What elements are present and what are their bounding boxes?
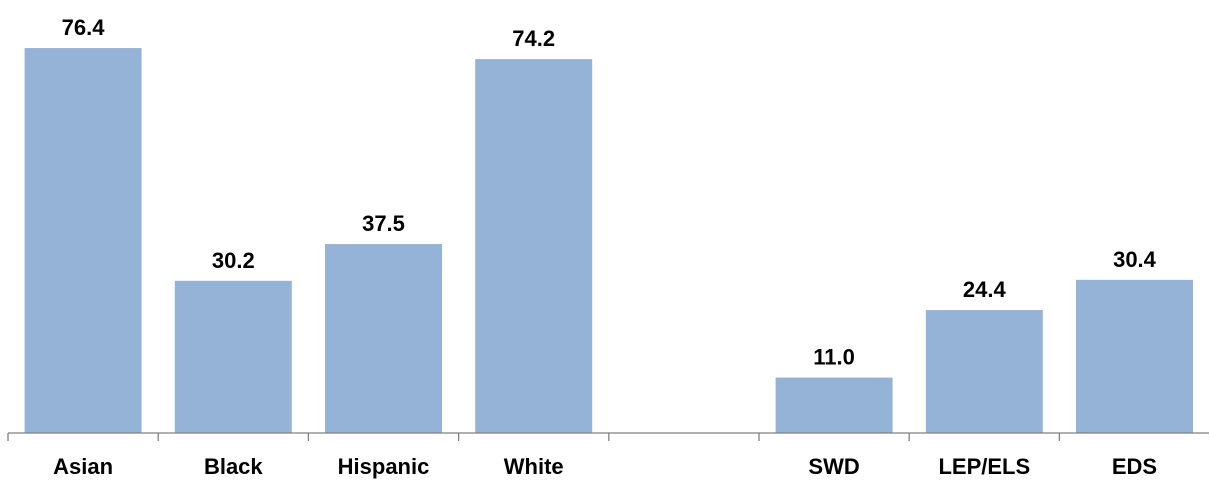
ticks-layer xyxy=(7,433,1209,441)
value-label-eds: 30.4 xyxy=(1113,247,1157,272)
value-label-white: 74.2 xyxy=(512,26,555,51)
value-labels-layer: 76.4 30.2 37.5 74.2 11.0 24.4 30.4 xyxy=(62,15,1157,370)
bar-lep-els xyxy=(925,310,1043,433)
bars-layer xyxy=(24,48,1193,434)
category-label-swd: SWD xyxy=(808,454,859,479)
value-label-asian: 76.4 xyxy=(62,15,106,40)
category-labels-layer: Asian Black Hispanic White SWD LEP/ELS EDS xyxy=(53,454,1157,479)
bar-hispanic xyxy=(325,244,442,433)
value-label-lep-els: 24.4 xyxy=(963,277,1007,302)
category-label-lep-els: LEP/ELS xyxy=(938,454,1030,479)
value-label-black: 30.2 xyxy=(212,248,255,273)
category-label-white: White xyxy=(504,454,564,479)
bar-black xyxy=(174,280,292,433)
category-label-asian: Asian xyxy=(53,454,113,479)
value-label-swd: 11.0 xyxy=(813,345,855,370)
bar-eds xyxy=(1076,279,1193,433)
value-label-hispanic: 37.5 xyxy=(362,211,405,236)
category-label-eds: EDS xyxy=(1112,454,1157,479)
bar-swd xyxy=(775,377,893,433)
bar-white xyxy=(475,59,593,434)
category-label-hispanic: Hispanic xyxy=(338,454,430,479)
category-label-black: Black xyxy=(204,454,263,479)
bar-asian xyxy=(24,48,142,434)
